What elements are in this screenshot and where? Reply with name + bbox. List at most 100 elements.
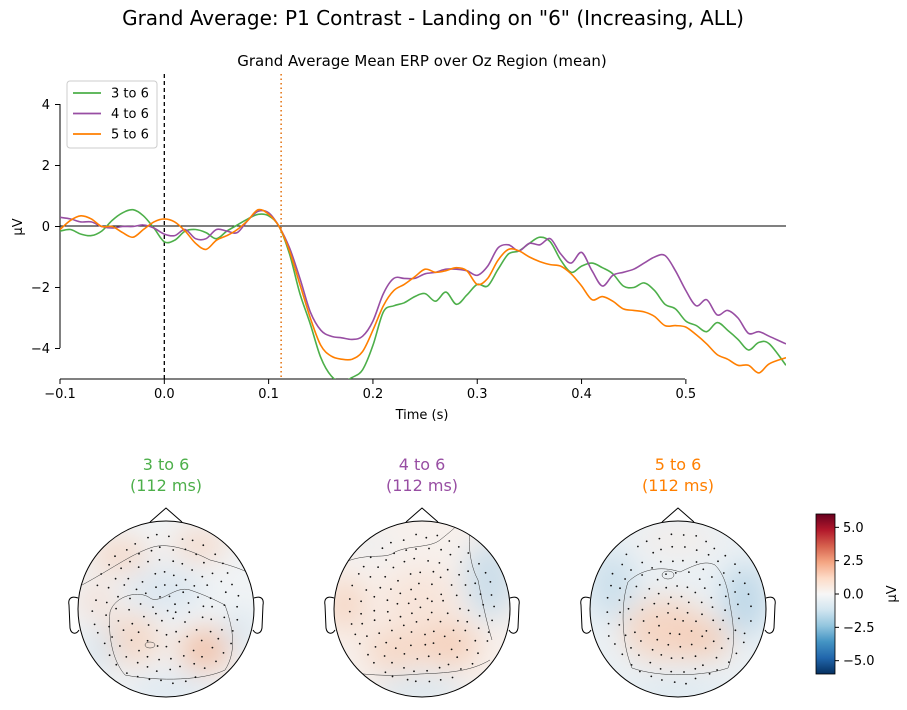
sensor-dot	[223, 616, 226, 619]
sensor-dot	[686, 586, 689, 589]
sensor-dot	[125, 549, 128, 551]
sensor-dot	[386, 599, 389, 602]
sensor-dot	[236, 605, 239, 608]
colorbar-tick-label: −5.0	[843, 654, 875, 669]
sensor-dot	[403, 560, 406, 563]
sensor-dot	[650, 675, 653, 678]
sensor-dot	[360, 612, 362, 615]
sensor-dot	[378, 632, 381, 635]
sensor-dot	[695, 620, 697, 623]
sensor-dot	[403, 667, 405, 669]
sensor-dot	[389, 619, 391, 622]
sensor-dot	[670, 533, 673, 536]
sensor-dot	[724, 609, 726, 612]
sensor-dot	[614, 643, 616, 645]
y-tick-label: 0	[42, 220, 50, 235]
sensor-dot	[147, 560, 149, 563]
sensor-dot	[456, 656, 459, 659]
sensor-dot	[440, 593, 443, 596]
sensor-dot	[175, 584, 178, 587]
sensor-dot	[471, 662, 474, 665]
sensor-dot	[670, 657, 673, 659]
colorbar-tick-label: −2.5	[843, 621, 875, 636]
sensor-dot	[651, 567, 653, 569]
colorbar-tick-label: 0.0	[843, 588, 864, 603]
sensor-dot	[166, 609, 169, 612]
sensor-dot	[397, 579, 399, 582]
sensor-dot	[367, 653, 369, 656]
legend-label: 4 to 6	[111, 107, 149, 122]
sensor-dot	[184, 578, 187, 581]
topomap-name: 4 to 6	[399, 455, 446, 474]
sensor-dot	[702, 568, 705, 571]
sensor-dot	[447, 663, 450, 666]
sensor-dot	[222, 652, 225, 654]
sensor-dot	[727, 637, 730, 640]
sensor-dot	[200, 639, 203, 642]
sensor-dot	[658, 537, 661, 540]
x-tick-label: 0.0	[154, 387, 175, 402]
sensor-dot	[426, 597, 429, 600]
sensor-dot	[129, 597, 131, 600]
sensor-dot	[674, 572, 677, 574]
sensor-dot	[464, 584, 467, 586]
sensor-dot	[735, 652, 738, 655]
sensor-dot	[695, 561, 698, 563]
sensor-dot	[155, 670, 158, 672]
sensor-dot	[630, 664, 633, 666]
sensor-dot	[123, 584, 126, 586]
sensor-dot	[486, 640, 489, 642]
colorbar-tick-label: 5.0	[843, 521, 864, 536]
sensor-dot	[734, 563, 736, 565]
sensor-dot	[413, 670, 415, 673]
sensor-dot	[487, 631, 490, 633]
sensor-dot	[182, 591, 185, 594]
sensor-dot	[440, 548, 442, 551]
sensor-dot	[484, 571, 487, 574]
sensor-dot	[439, 679, 442, 681]
sensor-dot	[431, 600, 433, 603]
sensor-dot	[402, 624, 405, 627]
sensor-dots	[348, 533, 495, 683]
sensor-dot	[458, 573, 460, 576]
sensor-dot	[184, 548, 187, 551]
sensor-dot	[136, 661, 139, 664]
sensor-dot	[182, 655, 185, 657]
sensor-dot	[687, 601, 690, 604]
sensor-dot	[211, 605, 214, 608]
sensor-dot	[360, 600, 362, 603]
sensor-dot	[467, 570, 469, 573]
sensor-dot	[119, 645, 121, 647]
sensor-dot	[665, 573, 667, 575]
sensor-dot	[175, 630, 178, 633]
sensor-dot	[446, 612, 449, 615]
sensor-dot	[424, 643, 427, 646]
sensor-dot	[120, 567, 122, 570]
sensor-dot	[659, 668, 662, 670]
sensor-dot	[184, 621, 186, 623]
sensor-dot	[384, 671, 387, 674]
sensor-dot	[724, 595, 727, 598]
sensor-dot	[493, 605, 495, 608]
x-axis-label: Time (s)	[395, 408, 449, 423]
topomap-field	[78, 521, 254, 697]
sensor-dot	[373, 661, 375, 664]
sensor-dot	[137, 631, 140, 634]
sensor-dots	[606, 533, 752, 685]
sensor-dot	[446, 568, 449, 571]
sensor-dot	[358, 642, 361, 645]
sensor-dot	[705, 540, 707, 543]
sensor-dot	[750, 605, 752, 608]
sensor-dot	[168, 535, 170, 538]
sensor-dot	[369, 576, 372, 578]
sensor-dot	[720, 647, 723, 650]
sensor-dot	[607, 622, 610, 625]
sensor-dot	[144, 592, 147, 595]
sensor-dot	[393, 552, 395, 555]
sensor-dot	[690, 643, 693, 646]
sensor-dot	[223, 604, 226, 606]
sensor-dot	[705, 630, 708, 632]
sensor-dot	[220, 580, 223, 583]
sensor-dot	[105, 601, 108, 604]
sensor-dot	[203, 561, 205, 564]
